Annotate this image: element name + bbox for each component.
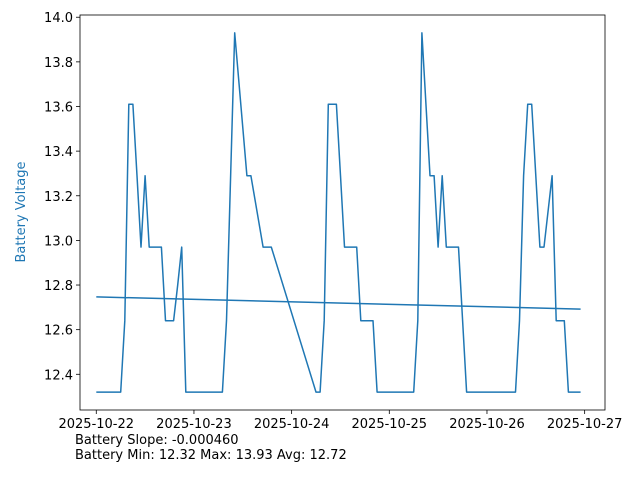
x-tick-label: 2025-10-25 [352,417,428,432]
x-tick-label: 2025-10-22 [58,417,134,432]
y-axis-label: Battery Voltage [14,161,29,262]
battery-minmax-text: Battery Min: 12.32 Max: 13.93 Avg: 12.72 [75,448,347,463]
x-tick-label: 2025-10-23 [156,417,232,432]
y-tick-label: 12.4 [44,368,73,383]
x-axis: 2025-10-22 2025-10-23 2025-10-24 2025-10-25… [58,410,622,432]
battery-voltage-line [96,32,581,393]
y-tick-label: 13.4 [44,145,73,160]
x-tick-label: 2025-10-27 [547,417,623,432]
x-tick-label: 2025-10-26 [449,417,525,432]
x-tick-label: 2025-10-24 [254,417,330,432]
y-tick-label: 12.8 [44,279,73,294]
battery-slope-text: Battery Slope: -0.000460 [75,433,239,448]
y-tick-label: 14.0 [44,11,73,26]
plot-frame [79,14,606,411]
trend-line [96,296,581,310]
plot-area [79,14,606,411]
series-layer [96,32,581,393]
stats-block: Battery Slope: -0.000460 Battery Min: 12.… [75,433,347,463]
y-tick-label: 12.6 [44,324,73,339]
y-tick-label: 13.8 [44,56,73,71]
y-tick-label: 13.0 [44,234,73,249]
y-tick-label: 13.2 [44,190,73,205]
y-tick-label: 13.6 [44,100,73,115]
y-axis: 12.4 12.6 12.8 13.0 13.2 13.4 13.6 13.8 14.0 [44,11,80,383]
